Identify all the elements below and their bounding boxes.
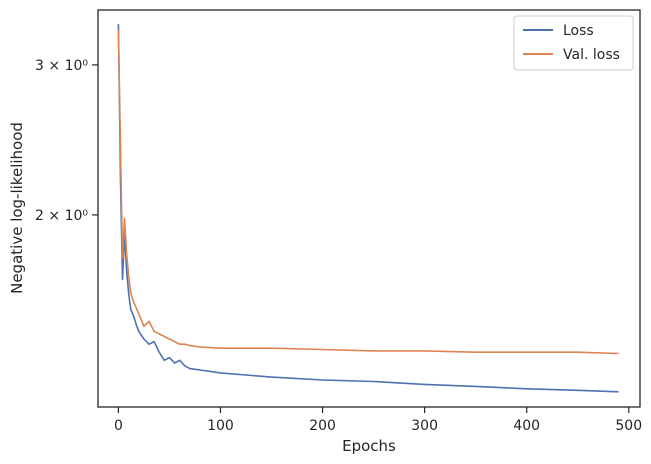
x-axis-label: Epochs <box>342 437 396 455</box>
x-tick-label: 200 <box>309 418 336 434</box>
x-axis-ticks: 0 100 200 300 400 500 <box>114 407 642 434</box>
y-tick-label: 3 × 10⁰ <box>35 58 88 74</box>
x-tick-label: 0 <box>114 418 123 434</box>
y-axis-ticks: 3 × 10⁰ 2 × 10⁰ <box>35 58 98 224</box>
x-tick-label: 300 <box>411 418 438 434</box>
plot-area <box>117 24 619 393</box>
axes-frame <box>97 9 641 408</box>
y-axis-label: Negative log-likelihood <box>8 122 26 294</box>
legend: Loss Val. loss <box>513 15 634 71</box>
x-tick-label: 100 <box>207 418 234 434</box>
x-tick-label: 400 <box>513 418 540 434</box>
y-tick-label: 2 × 10⁰ <box>35 208 88 224</box>
x-tick-label: 500 <box>615 418 642 434</box>
series-line-val-loss <box>117 29 619 355</box>
series-line-loss <box>117 24 619 393</box>
legend-label-val-loss: Val. loss <box>563 47 620 63</box>
legend-label-loss: Loss <box>563 23 594 39</box>
